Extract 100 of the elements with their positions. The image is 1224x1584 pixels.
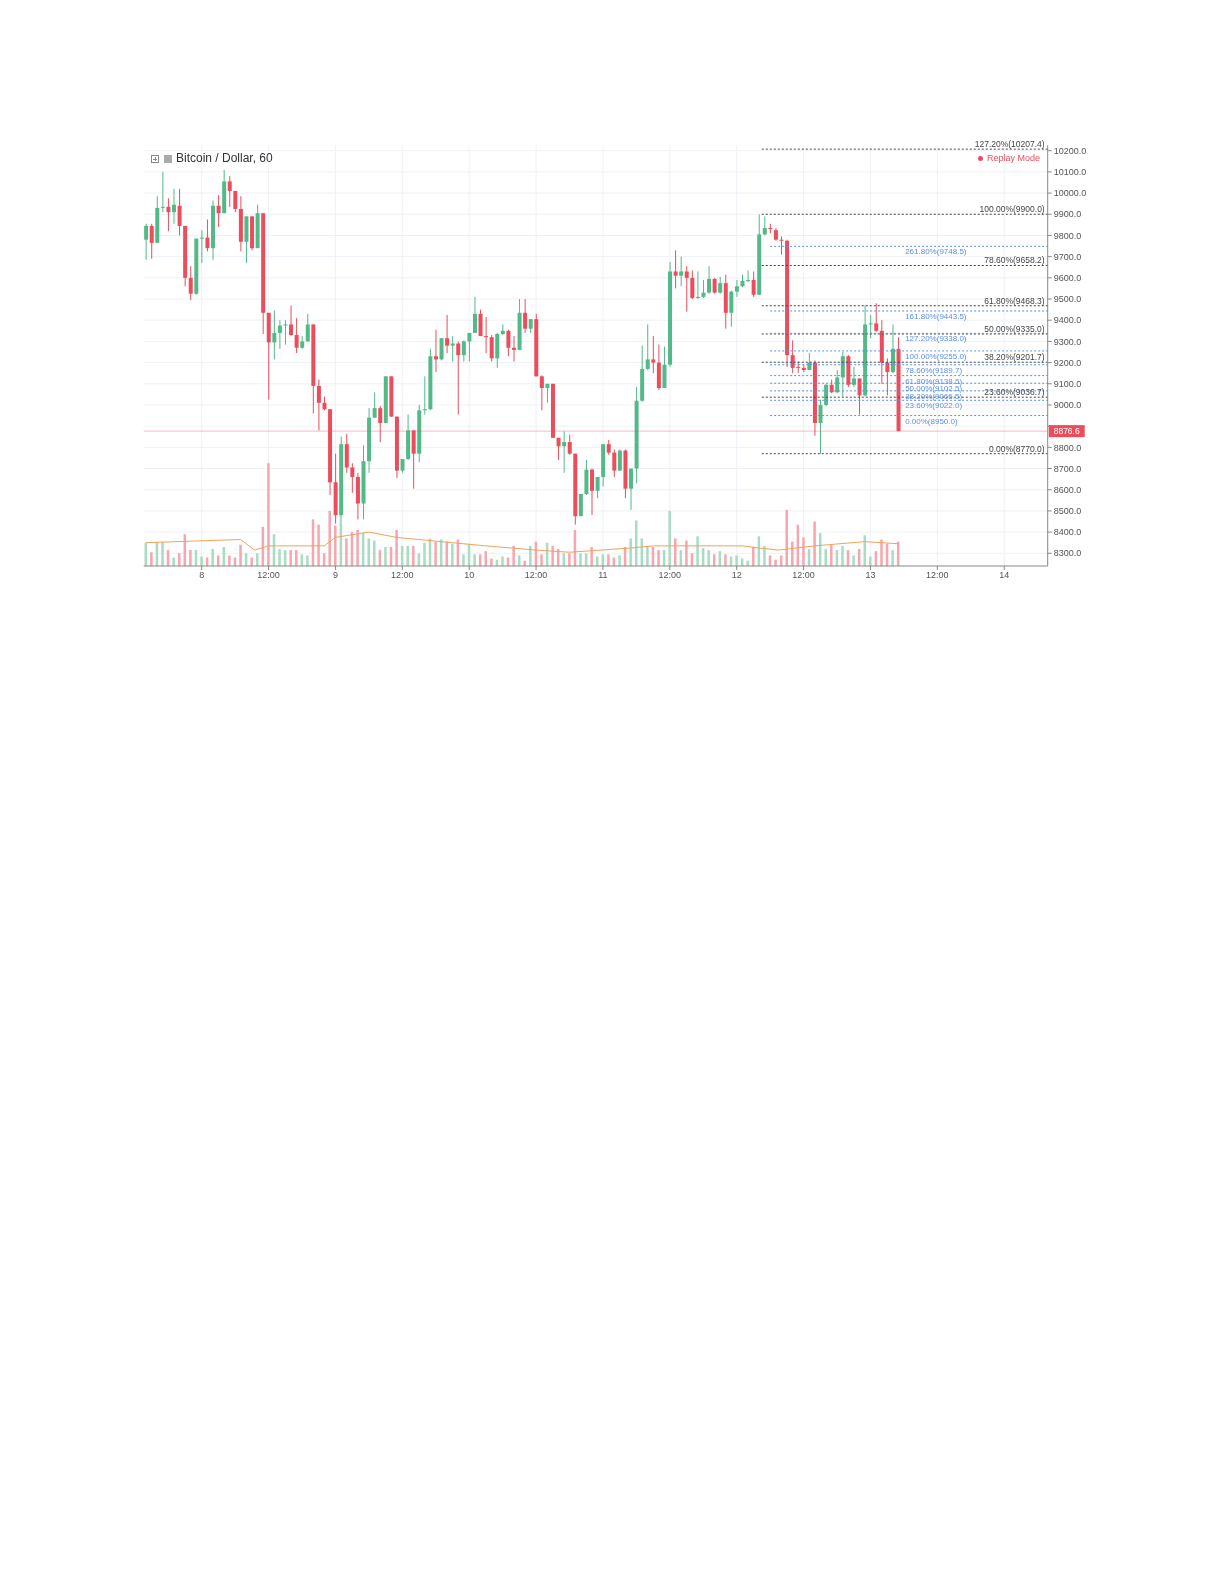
- candlestick: [617, 448, 622, 472]
- candlestick: [205, 219, 210, 252]
- bar: [841, 545, 844, 566]
- bar: [668, 510, 671, 566]
- candlestick: [762, 215, 767, 236]
- candlestick: [461, 339, 466, 363]
- candlestick: [612, 448, 617, 478]
- y-tick-label: 8600.0: [1053, 484, 1082, 495]
- bar: [869, 556, 872, 566]
- bar: [462, 554, 465, 566]
- candlestick: [472, 296, 477, 334]
- candlestick: [562, 430, 567, 474]
- bar: [685, 540, 688, 566]
- y-tick-label: 8800.0: [1053, 442, 1082, 453]
- bar: [791, 541, 794, 566]
- candlestick: [523, 298, 528, 334]
- bar: [172, 557, 175, 566]
- candlestick: [590, 468, 595, 516]
- y-tick-label: 10000.0: [1053, 188, 1087, 199]
- candlestick: [695, 270, 700, 300]
- ref-line-label: 100.00%(9255.0): [905, 351, 967, 361]
- bar: [763, 545, 766, 566]
- ref-line-label: 127.20%(10207.4): [974, 139, 1045, 150]
- bar: [328, 510, 331, 566]
- ref-line-label: 0.00%(8770.0): [988, 443, 1045, 454]
- bar: [384, 546, 387, 566]
- bar: [473, 554, 476, 566]
- bar: [451, 543, 454, 566]
- bar: [239, 544, 242, 566]
- candlestick: [289, 304, 294, 337]
- candlestick: [840, 351, 845, 397]
- ref-line-label: 78.60%(9189.7): [905, 365, 963, 375]
- bar: [189, 550, 192, 566]
- candlestick: [422, 375, 427, 415]
- bar: [256, 553, 259, 566]
- bar: [423, 542, 426, 566]
- x-tick-label: 11: [598, 570, 608, 581]
- candlestick: [433, 329, 438, 373]
- candlestick: [662, 346, 667, 389]
- bar: [289, 550, 292, 566]
- bar: [512, 545, 515, 566]
- bar: [657, 550, 660, 566]
- candlestick: [857, 377, 862, 415]
- bar: [880, 539, 883, 566]
- candlestick: [701, 279, 706, 299]
- bar: [267, 463, 270, 566]
- candlestick: [645, 323, 650, 371]
- candlestick: [651, 335, 656, 374]
- bar: [735, 555, 738, 566]
- candlestick: [751, 270, 756, 298]
- y-tick-label: 9300.0: [1053, 336, 1082, 347]
- y-tick-label: 9600.0: [1053, 273, 1082, 284]
- x-tick-label: 12:00: [792, 570, 815, 581]
- candlestick: [283, 319, 288, 346]
- x-tick-label: 10: [464, 570, 475, 581]
- bar: [228, 555, 231, 566]
- bar: [200, 556, 203, 566]
- candlestick: [227, 175, 232, 208]
- bar: [295, 550, 298, 566]
- bar: [696, 536, 699, 566]
- candlestick: [378, 405, 383, 443]
- candlestick: [506, 329, 511, 357]
- candlestick: [629, 468, 634, 511]
- x-tick-label: 12: [731, 570, 742, 581]
- x-tick-label: 13: [865, 570, 876, 581]
- candlestick: [673, 249, 678, 289]
- candlestick: [272, 310, 277, 360]
- candlestick: [868, 314, 873, 339]
- x-tick-label: 12:00: [658, 570, 682, 581]
- candlestick: [890, 323, 895, 374]
- bar: [713, 554, 716, 566]
- y-tick-label: 9800.0: [1053, 230, 1082, 241]
- ref-line-label: 38.20%(9201.7): [984, 352, 1045, 363]
- candlestick: [874, 302, 879, 333]
- candlestick: [567, 434, 572, 456]
- candlestick: [144, 223, 149, 261]
- x-tick-label: 12:00: [926, 570, 949, 581]
- bar: [824, 549, 827, 566]
- candlestick: [511, 335, 516, 363]
- bar: [490, 558, 493, 566]
- bar: [317, 524, 320, 566]
- candlestick: [489, 334, 494, 363]
- bar: [752, 546, 755, 566]
- bar: [746, 560, 749, 566]
- candlestick: [484, 316, 489, 354]
- candlestick: [734, 279, 739, 298]
- ref-line-label: 50.00%(9335.0): [984, 323, 1045, 334]
- bar: [579, 553, 582, 566]
- candlestick: [456, 340, 461, 415]
- ref-line-label: 23.60%(9036.7): [984, 387, 1045, 398]
- ref-line-label: 100.00%(9900.0): [979, 204, 1045, 215]
- candlestick: [199, 229, 204, 264]
- candlestick: [372, 391, 377, 419]
- candlestick: [450, 335, 455, 363]
- candlestick: [684, 265, 689, 313]
- y-tick-label: 9900.0: [1053, 209, 1082, 220]
- bar: [345, 538, 348, 566]
- bar: [211, 549, 214, 566]
- bar: [373, 540, 376, 566]
- candlestick: [679, 256, 684, 287]
